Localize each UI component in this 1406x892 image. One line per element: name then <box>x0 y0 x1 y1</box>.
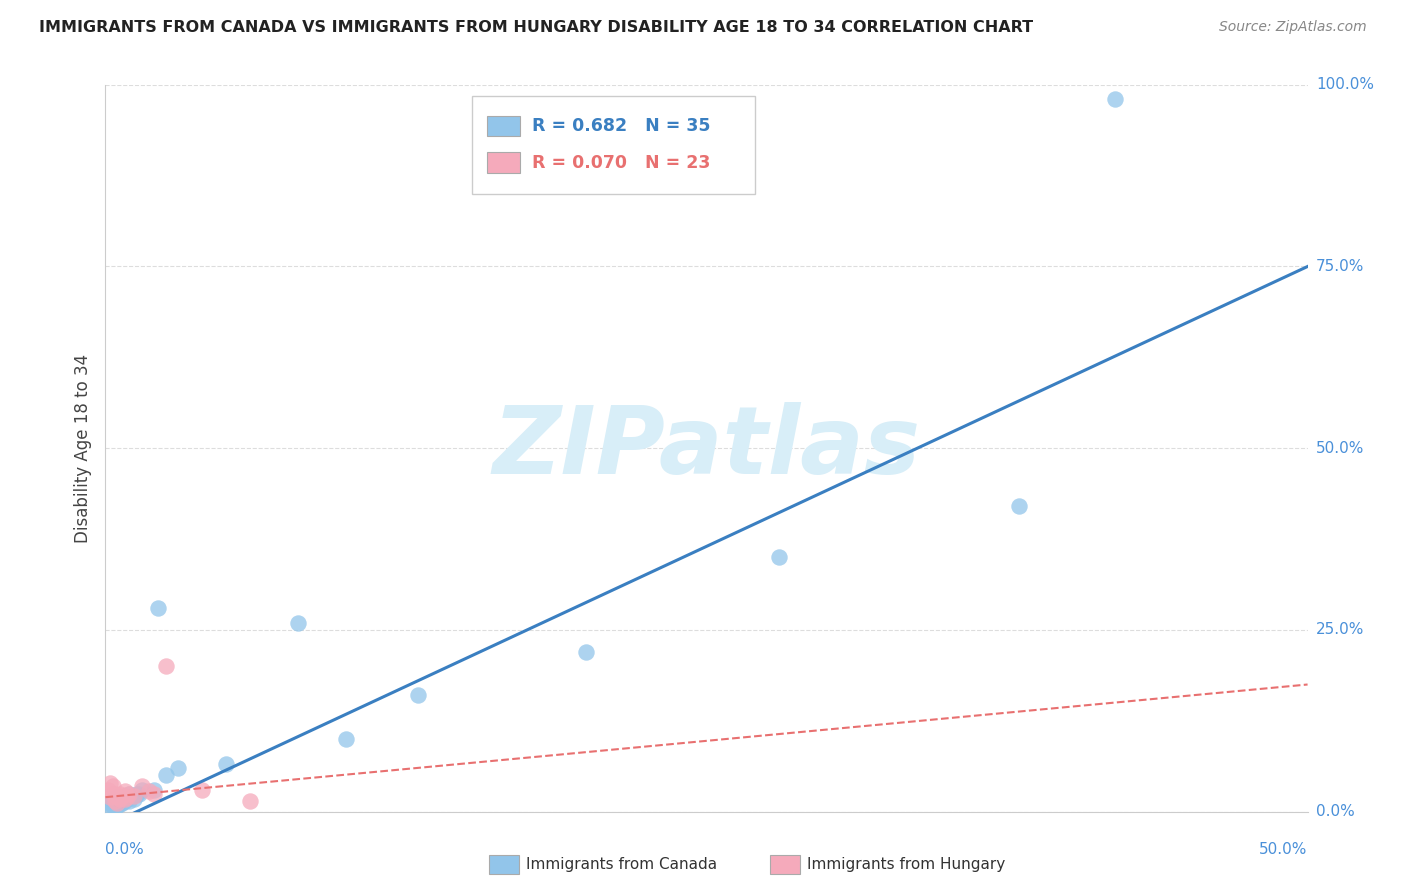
Point <box>768 550 790 565</box>
Point <box>104 796 127 810</box>
Point <box>118 787 141 801</box>
Bar <box>486 116 520 136</box>
Point <box>114 789 136 803</box>
Point <box>131 779 153 793</box>
Point <box>107 798 129 813</box>
Point <box>131 783 153 797</box>
Point <box>142 787 165 801</box>
Point <box>335 731 357 746</box>
Text: 100.0%: 100.0% <box>1316 78 1374 92</box>
Point <box>104 791 127 805</box>
Text: 50.0%: 50.0% <box>1316 441 1364 456</box>
Text: Immigrants from Canada: Immigrants from Canada <box>526 857 717 871</box>
Point <box>118 787 141 801</box>
Point <box>148 601 170 615</box>
Point <box>98 790 121 805</box>
Text: 0.0%: 0.0% <box>1316 805 1354 819</box>
Point <box>114 784 136 798</box>
Point <box>111 789 134 803</box>
Point <box>406 689 429 703</box>
Point <box>121 790 143 805</box>
Point <box>114 791 136 805</box>
Text: 25.0%: 25.0% <box>1316 623 1364 638</box>
Point <box>107 790 129 805</box>
Point <box>101 787 124 801</box>
Text: Immigrants from Hungary: Immigrants from Hungary <box>807 857 1005 871</box>
Point <box>575 645 598 659</box>
Point <box>128 787 150 801</box>
Text: IMMIGRANTS FROM CANADA VS IMMIGRANTS FROM HUNGARY DISABILITY AGE 18 TO 34 CORREL: IMMIGRANTS FROM CANADA VS IMMIGRANTS FRO… <box>39 20 1033 35</box>
Point <box>138 784 160 798</box>
Point <box>190 783 212 797</box>
Point <box>287 615 309 630</box>
Point <box>115 791 138 805</box>
Text: Source: ZipAtlas.com: Source: ZipAtlas.com <box>1219 20 1367 34</box>
Point <box>107 790 129 805</box>
Point <box>124 791 146 805</box>
Point <box>98 797 121 812</box>
Point <box>214 757 236 772</box>
Point <box>1008 500 1031 514</box>
Point <box>107 796 129 810</box>
FancyBboxPatch shape <box>472 95 755 194</box>
Text: R = 0.070   N = 23: R = 0.070 N = 23 <box>533 153 710 171</box>
Point <box>104 794 127 808</box>
Bar <box>486 153 520 173</box>
Point <box>166 761 188 775</box>
Point <box>1104 92 1126 106</box>
Point <box>125 787 148 801</box>
Point <box>155 768 177 782</box>
Point <box>97 783 120 797</box>
Point <box>101 794 124 808</box>
Point <box>97 801 120 815</box>
Point <box>108 794 131 808</box>
Point <box>155 659 177 673</box>
Point <box>104 787 127 801</box>
Point <box>124 789 146 803</box>
Point <box>101 798 124 813</box>
Point <box>101 779 124 793</box>
Point <box>114 794 136 808</box>
Text: ZIPatlas: ZIPatlas <box>492 402 921 494</box>
Point <box>115 790 138 805</box>
Text: R = 0.682   N = 35: R = 0.682 N = 35 <box>533 117 710 136</box>
Y-axis label: Disability Age 18 to 34: Disability Age 18 to 34 <box>73 353 91 543</box>
Text: 0.0%: 0.0% <box>105 842 145 857</box>
Text: 75.0%: 75.0% <box>1316 259 1364 274</box>
Point <box>118 794 141 808</box>
Point <box>142 783 165 797</box>
Point <box>107 796 129 810</box>
Point <box>108 791 131 805</box>
Point <box>108 797 131 812</box>
Point <box>98 775 121 789</box>
Point <box>239 794 262 808</box>
Text: 50.0%: 50.0% <box>1260 842 1308 857</box>
Point <box>111 796 134 810</box>
Point <box>108 787 131 801</box>
Point <box>111 790 134 805</box>
